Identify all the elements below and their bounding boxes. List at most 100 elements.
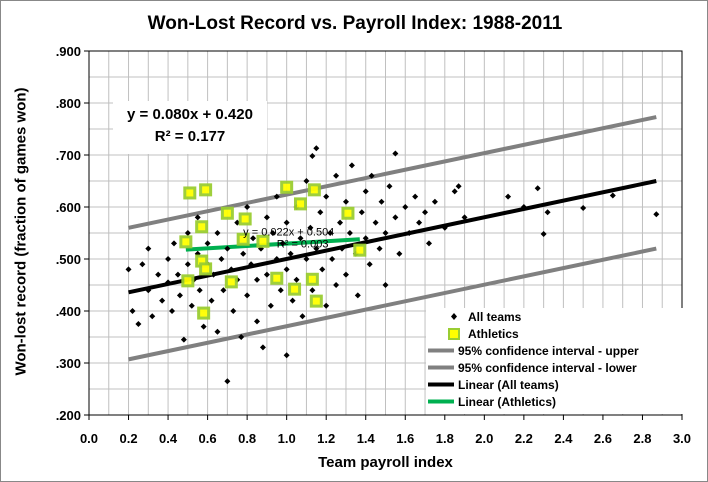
data-point-all-teams [125,266,132,273]
data-point-all-teams [348,162,355,169]
y-tick-label: .600 [56,200,81,215]
data-point-all-teams [402,204,409,210]
data-point-athletics [179,235,193,249]
legend-swatch [426,342,454,359]
data-point-all-teams [422,209,429,216]
data-point-all-teams [342,198,349,205]
data-point-all-teams [346,230,353,236]
data-point-all-teams [165,256,172,262]
data-point-all-teams [180,336,187,343]
data-point-all-teams [309,153,316,160]
data-point-all-teams [376,245,383,252]
data-point-all-teams [337,219,344,226]
data-point-all-teams [145,287,152,294]
data-point-all-teams [139,261,146,268]
data-point-all-teams [358,209,365,216]
data-point-all-teams [313,145,320,152]
y-tick-label: .700 [56,148,81,163]
data-point-athletics [238,212,252,226]
x-tick-label: 1.6 [396,431,414,446]
trendline-equation: y = 0.080x + 0.420 R² = 0.177 [113,101,267,154]
data-point-all-teams [580,205,587,212]
data-point-all-teams [333,282,340,288]
data-point-all-teams [372,219,379,226]
legend-label: Linear (Athletics) [458,394,557,409]
data-point-all-teams [188,302,195,309]
x-tick-label: 3.0 [673,431,691,446]
athletics-r-squared: R² = 0.003 [277,239,329,251]
data-point-all-teams [323,193,330,200]
y-tick-label: .900 [56,44,81,59]
data-point-all-teams [174,271,181,278]
data-point-all-teams [135,321,142,327]
legend-item-95-confidence-interval-upper: 95% confidence interval - upper [426,342,639,359]
data-point-all-teams [230,308,237,314]
data-point-all-teams [317,209,324,216]
data-point-all-teams [254,318,261,325]
data-point-all-teams [254,276,261,283]
data-point-athletics [280,180,294,194]
data-point-all-teams [342,271,349,278]
x-tick-label: 2.4 [554,431,573,446]
x-tick-label: 0.0 [80,431,98,446]
data-point-all-teams [406,230,413,236]
data-point-all-teams [273,193,280,200]
data-point-all-teams [354,292,361,299]
y-tick-label: .200 [56,408,81,423]
data-point-all-teams [224,378,231,385]
data-point-athletics [181,274,195,288]
data-point-all-teams [461,214,468,221]
data-point-all-teams [299,313,306,320]
data-point-athletics [256,234,270,248]
line-95-confidence-interval-lower [128,246,657,362]
legend-swatch [440,325,468,342]
legend-swatch [426,376,454,393]
data-point-all-teams [392,150,399,157]
data-point-all-teams [520,204,527,210]
x-tick-label: 2.0 [475,431,493,446]
legend-label: 95% confidence interval - upper [458,343,639,358]
data-point-all-teams [382,282,389,288]
x-tick-label: 2.2 [515,431,533,446]
data-point-all-teams [425,240,432,247]
data-point-all-teams [319,266,326,273]
data-point-athletics [341,206,355,220]
y-tick-label: .800 [56,96,81,111]
data-point-all-teams [416,219,423,226]
data-point-all-teams [412,193,419,200]
data-point-all-teams [366,261,373,268]
legend-swatch [426,393,454,410]
equation-line: y = 0.080x + 0.420 [127,106,253,123]
data-point-all-teams [323,302,330,309]
data-point-all-teams [184,230,191,236]
y-tick-label: .300 [56,356,81,371]
data-point-all-teams [248,261,255,268]
data-point-all-teams [455,183,462,190]
data-point-all-teams [339,245,346,252]
data-point-all-teams [431,198,438,205]
data-point-all-teams [155,271,162,278]
x-tick-label: 0.8 [238,431,256,446]
data-point-all-teams [267,302,274,309]
data-point-all-teams [362,188,369,195]
legend: All teams Athletics 95% confidence interva… [426,308,684,414]
line-linear-all-teams [128,179,657,295]
data-point-all-teams [287,250,294,257]
data-point-athletics [294,197,308,211]
x-tick-label: 1.8 [436,431,454,446]
x-tick-label: 1.2 [317,431,335,446]
y-tick-label: .500 [56,252,81,267]
x-tick-label: 1.4 [357,431,376,446]
data-point-all-teams [277,287,284,294]
data-point-athletics [220,206,234,220]
data-point-all-teams [244,292,251,299]
x-axis-label: Team payroll index [318,454,453,471]
data-point-all-teams [169,308,176,314]
data-point-all-teams [176,292,183,299]
legend-swatch [426,359,454,376]
data-point-all-teams [293,276,300,283]
data-point-all-teams [283,352,290,359]
legend-label: Athletics [468,326,519,341]
data-point-all-teams [327,230,334,236]
